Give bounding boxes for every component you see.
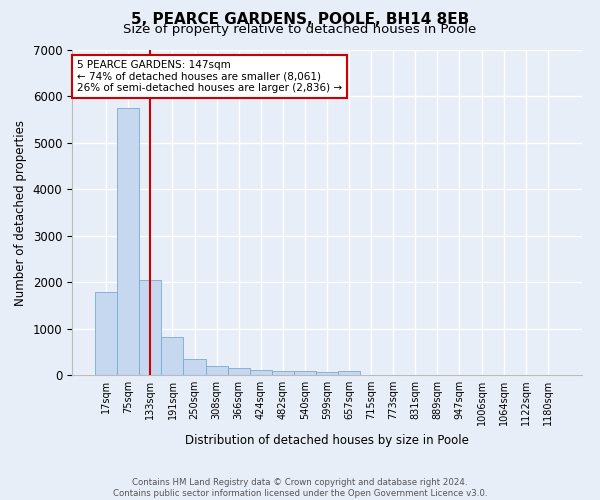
Bar — [294, 372, 316, 375]
Text: 5, PEARCE GARDENS, POOLE, BH14 8EB: 5, PEARCE GARDENS, POOLE, BH14 8EB — [131, 12, 469, 28]
Bar — [227, 368, 250, 375]
Bar — [250, 370, 272, 375]
Bar — [272, 370, 294, 375]
X-axis label: Distribution of detached houses by size in Poole: Distribution of detached houses by size … — [185, 434, 469, 446]
Bar — [117, 108, 139, 375]
Text: 5 PEARCE GARDENS: 147sqm
← 74% of detached houses are smaller (8,061)
26% of sem: 5 PEARCE GARDENS: 147sqm ← 74% of detach… — [77, 60, 342, 93]
Y-axis label: Number of detached properties: Number of detached properties — [14, 120, 27, 306]
Bar — [139, 280, 161, 375]
Bar — [184, 359, 206, 375]
Text: Contains HM Land Registry data © Crown copyright and database right 2024.
Contai: Contains HM Land Registry data © Crown c… — [113, 478, 487, 498]
Bar — [338, 371, 360, 375]
Bar — [95, 292, 117, 375]
Bar — [161, 337, 184, 375]
Bar — [316, 372, 338, 375]
Bar — [206, 366, 227, 375]
Text: Size of property relative to detached houses in Poole: Size of property relative to detached ho… — [124, 22, 476, 36]
